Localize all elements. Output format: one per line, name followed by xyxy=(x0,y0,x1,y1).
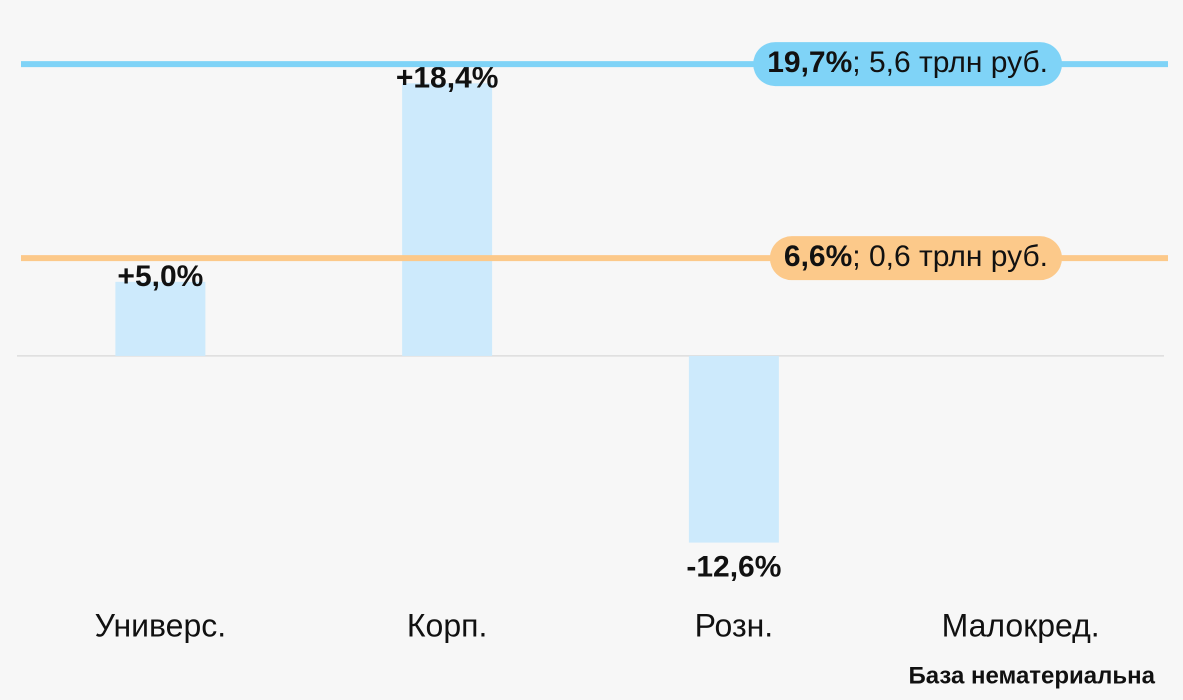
reference-note: ; 5,6 трлн руб. xyxy=(852,46,1048,79)
bar xyxy=(115,281,206,356)
x-tick-label: Малокред. xyxy=(942,607,1100,643)
label-pill xyxy=(753,42,1062,87)
reference-value: 6,6% xyxy=(784,240,852,273)
reference-note: ; 0,6 трлн руб. xyxy=(852,240,1048,273)
reference-label: 19,7%; 5,6 трлн руб. xyxy=(753,42,1062,87)
reference-text: 19,7%; 5,6 трлн руб. xyxy=(767,46,1048,79)
value-label: -12,6% xyxy=(686,551,781,584)
label-pill xyxy=(769,236,1062,281)
footnote: База нематериальна xyxy=(908,662,1155,689)
value-label: +5,0% xyxy=(117,260,203,293)
bar xyxy=(402,83,493,356)
reference-label: 6,6%; 0,6 трлн руб. xyxy=(769,236,1062,281)
x-tick-label: Корп. xyxy=(407,607,487,643)
bar xyxy=(688,355,779,543)
x-tick-label: Розн. xyxy=(695,607,774,643)
reference-value: 19,7% xyxy=(767,46,852,79)
reference-text: 6,6%; 0,6 трлн руб. xyxy=(784,240,1048,273)
x-tick-label: Универс. xyxy=(95,607,227,643)
